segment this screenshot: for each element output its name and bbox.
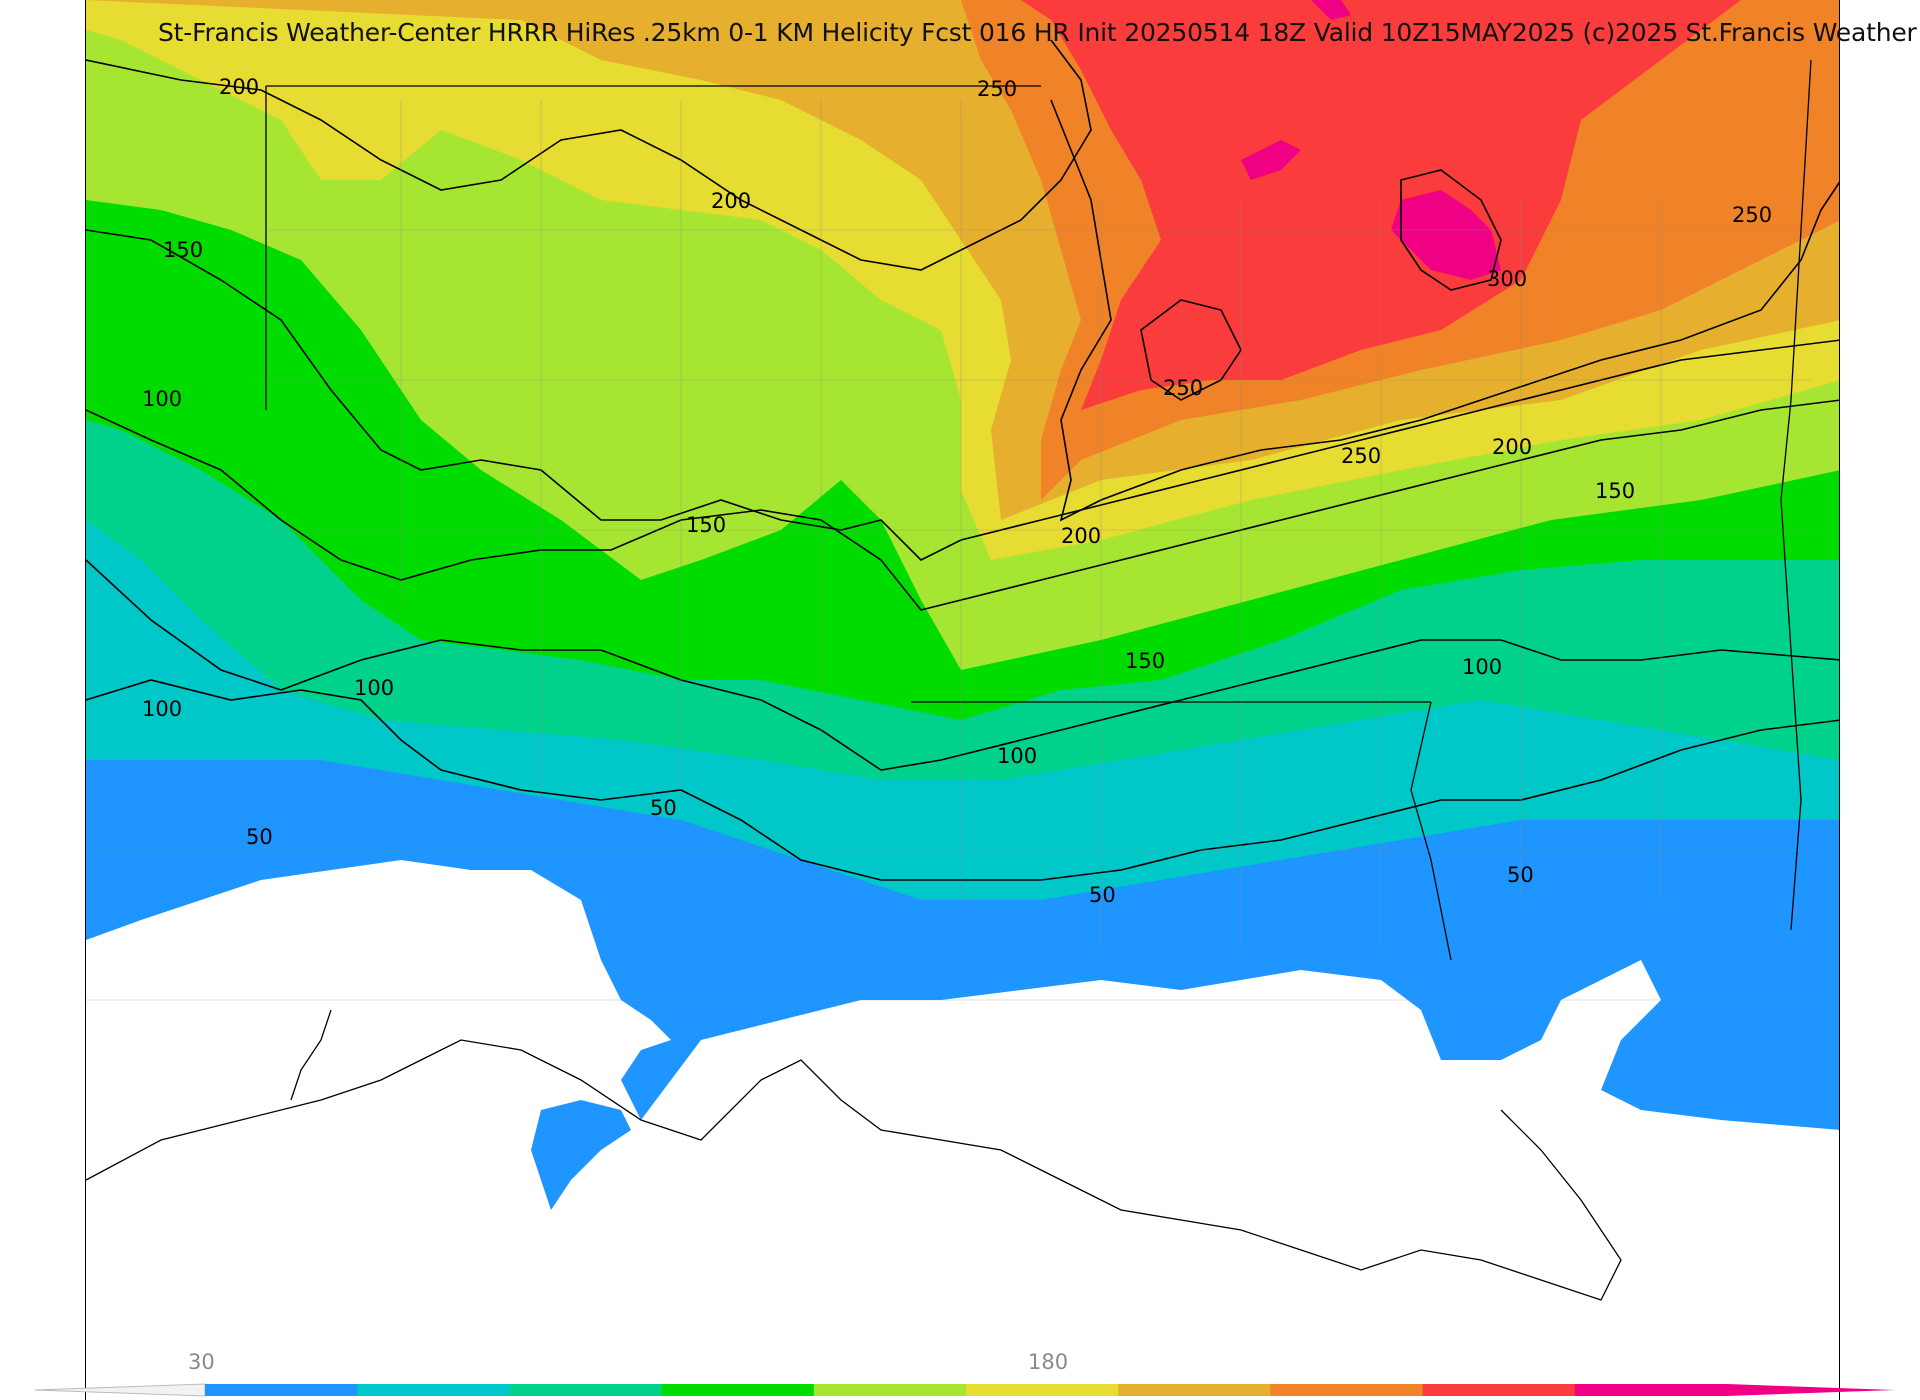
helicity-field: 200 250 200 150 250 300 100 250 250 200 … [86, 0, 1839, 1400]
contour-label: 200 [1061, 524, 1101, 548]
band-below-30 [86, 860, 1839, 1400]
contour-label: 250 [1163, 376, 1203, 400]
political-borders [86, 59, 1812, 1301]
contour-label: 100 [997, 744, 1037, 768]
contour-label: 250 [1341, 444, 1381, 468]
contour-label: 150 [1125, 649, 1165, 673]
contour-label: 50 [650, 796, 677, 820]
county-lines [86, 100, 1811, 1001]
contour-label: 200 [1492, 435, 1532, 459]
band-300-plus-a [1391, 190, 1501, 280]
contour-label: 50 [1089, 883, 1116, 907]
contour-label: 100 [142, 697, 182, 721]
contour-label: 50 [1507, 863, 1534, 887]
contour-label: 200 [219, 75, 259, 99]
colorbar-tick-mid: 180 [1028, 1350, 1069, 1374]
contour-label: 100 [1462, 655, 1502, 679]
contour-label: 150 [163, 238, 203, 262]
contour-label: 300 [1487, 267, 1527, 291]
map-title: St-Francis Weather-Center HRRR HiRes .25… [158, 18, 1917, 47]
contour-label: 250 [1732, 203, 1772, 227]
contour-label: 150 [1595, 479, 1635, 503]
contour-label: 150 [686, 513, 726, 537]
colorbar-tick-low: 30 [188, 1350, 215, 1374]
band-300-plus-c [1311, 0, 1351, 20]
band-300-plus-b [1241, 140, 1301, 180]
contour-label: 250 [977, 77, 1017, 101]
contour-label: 100 [142, 387, 182, 411]
contour-label-group: 200 250 200 150 250 300 100 250 250 200 … [142, 75, 1772, 907]
contour-label: 50 [246, 825, 273, 849]
helicity-map: 200 250 200 150 250 300 100 250 250 200 … [85, 0, 1840, 1400]
band-bay-patch [531, 1100, 631, 1210]
contour-label: 200 [711, 189, 751, 213]
contour-label: 100 [354, 676, 394, 700]
